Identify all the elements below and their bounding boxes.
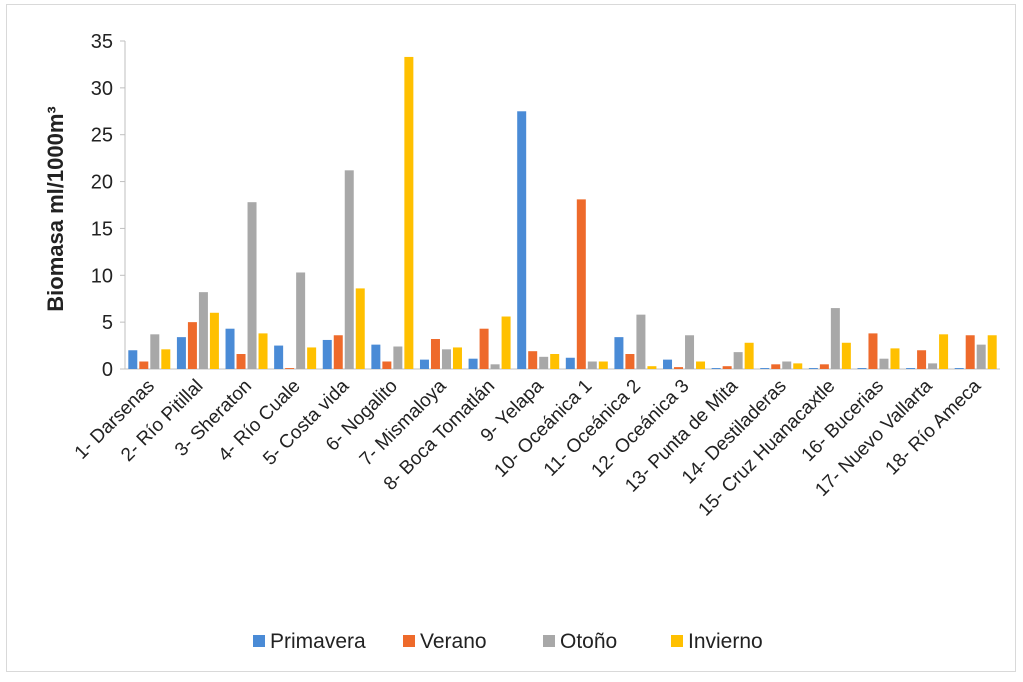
bar-primavera xyxy=(128,350,138,369)
bar-primavera xyxy=(468,358,478,369)
bar-verano xyxy=(868,333,878,369)
bar-oto-o xyxy=(879,358,889,369)
bar-verano xyxy=(382,361,392,369)
bar-primavera xyxy=(419,359,429,369)
bar-oto-o xyxy=(587,361,597,369)
bar-primavera xyxy=(954,368,964,369)
bar-primavera xyxy=(760,368,770,369)
bar-invierno xyxy=(841,342,851,369)
bar-verano xyxy=(917,350,927,369)
bar-primavera xyxy=(614,337,624,369)
y-tick-label: 5 xyxy=(102,312,113,334)
bar-oto-o xyxy=(198,292,208,369)
bar-oto-o xyxy=(393,346,403,369)
y-tick-label: 10 xyxy=(91,265,113,287)
bar-verano xyxy=(771,364,781,369)
bar-verano xyxy=(965,335,975,369)
bar-invierno xyxy=(209,312,219,369)
bar-primavera xyxy=(322,339,332,369)
bar-verano xyxy=(285,368,295,369)
bar-invierno xyxy=(793,363,803,369)
bar-verano xyxy=(139,361,149,369)
bar-oto-o xyxy=(830,308,840,369)
bar-verano xyxy=(674,367,684,369)
bar-oto-o xyxy=(296,272,306,369)
y-tick-label: 35 xyxy=(91,31,113,53)
chart-frame xyxy=(6,4,1016,672)
bar-oto-o xyxy=(733,352,743,369)
legend-swatch xyxy=(671,635,683,647)
bar-invierno xyxy=(987,335,997,369)
bar-verano xyxy=(333,335,343,369)
legend-label: Invierno xyxy=(688,630,763,653)
bar-oto-o xyxy=(782,361,792,369)
bar-verano xyxy=(576,199,586,369)
bar-verano xyxy=(625,354,635,369)
bar-verano xyxy=(528,351,538,369)
bar-primavera xyxy=(808,368,818,369)
bar-verano xyxy=(722,366,732,369)
bar-verano xyxy=(236,354,246,369)
bar-invierno xyxy=(598,361,608,369)
bar-invierno xyxy=(696,361,706,369)
bar-primavera xyxy=(711,368,721,369)
bar-invierno xyxy=(307,347,317,369)
y-tick-label: 15 xyxy=(91,218,113,240)
bar-invierno xyxy=(355,288,365,369)
legend-label: Primavera xyxy=(270,630,366,653)
bar-invierno xyxy=(404,56,414,369)
bar-oto-o xyxy=(490,364,500,369)
bar-verano xyxy=(819,364,829,369)
legend-swatch xyxy=(403,635,415,647)
bar-oto-o xyxy=(150,334,160,369)
legend-swatch xyxy=(253,635,265,647)
bar-primavera xyxy=(274,345,284,369)
bar-invierno xyxy=(258,333,268,369)
bar-oto-o xyxy=(685,335,695,369)
bar-invierno xyxy=(501,316,511,369)
bar-primavera xyxy=(906,368,916,369)
bar-invierno xyxy=(452,347,462,369)
bar-primavera xyxy=(857,368,867,369)
bar-primavera xyxy=(176,337,186,369)
y-tick-label: 25 xyxy=(91,125,113,147)
bar-primavera xyxy=(663,359,673,369)
bar-oto-o xyxy=(636,314,646,369)
legend-swatch xyxy=(543,635,555,647)
bar-invierno xyxy=(744,342,754,369)
bar-verano xyxy=(187,322,197,369)
y-tick-label: 0 xyxy=(102,359,113,381)
bar-primavera xyxy=(371,344,381,369)
bar-verano xyxy=(430,339,440,369)
bar-invierno xyxy=(939,334,949,369)
bar-oto-o xyxy=(441,349,451,369)
bar-invierno xyxy=(161,349,171,369)
bar-primavera xyxy=(517,111,527,370)
y-tick-label: 20 xyxy=(91,172,113,194)
bar-primavera xyxy=(225,328,235,369)
bar-verano xyxy=(479,328,489,369)
bar-invierno xyxy=(550,354,560,369)
bar-invierno xyxy=(647,366,657,369)
legend-label: Otoño xyxy=(560,630,617,653)
y-tick-label: 30 xyxy=(91,78,113,100)
bar-oto-o xyxy=(247,202,257,369)
bar-primavera xyxy=(565,357,575,369)
bar-oto-o xyxy=(928,363,938,369)
bar-oto-o xyxy=(976,344,986,369)
y-axis-title: Biomasa ml/1000m³ xyxy=(43,106,68,311)
legend-label: Verano xyxy=(420,630,487,653)
bar-invierno xyxy=(890,348,900,369)
bar-oto-o xyxy=(344,170,354,369)
bar-oto-o xyxy=(539,356,549,369)
